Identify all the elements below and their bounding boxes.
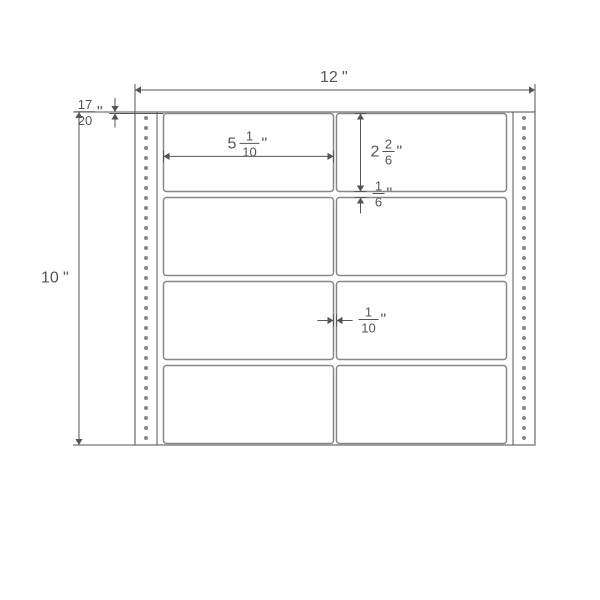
svg-text:": " <box>63 270 69 287</box>
svg-text:": " <box>262 135 268 152</box>
perf-dot <box>144 436 148 440</box>
svg-text:": " <box>342 69 348 86</box>
perf-dot <box>522 436 526 440</box>
perf-dot <box>522 176 526 180</box>
perf-dot <box>522 166 526 170</box>
perf-dot <box>522 286 526 290</box>
perf-dot <box>144 186 148 190</box>
svg-text:10: 10 <box>361 321 375 336</box>
label-cell <box>337 114 507 192</box>
perf-dot <box>522 136 526 140</box>
perf-dot <box>522 266 526 270</box>
perf-dot <box>522 256 526 260</box>
perf-dot <box>522 126 526 130</box>
perf-dot <box>144 256 148 260</box>
perf-dot <box>144 176 148 180</box>
perf-dot <box>144 416 148 420</box>
perf-dot <box>144 266 148 270</box>
svg-text:1: 1 <box>365 305 372 320</box>
svg-text:12: 12 <box>320 69 338 86</box>
perf-dot <box>522 296 526 300</box>
svg-text:1: 1 <box>246 128 253 143</box>
perf-dot <box>522 366 526 370</box>
perf-dot <box>144 366 148 370</box>
perf-dot <box>522 326 526 330</box>
perf-dot <box>144 376 148 380</box>
perf-dot <box>144 336 148 340</box>
perf-dot <box>522 406 526 410</box>
perf-dot <box>522 206 526 210</box>
svg-text:1: 1 <box>375 179 382 194</box>
perf-dot <box>144 146 148 150</box>
perf-dot <box>144 206 148 210</box>
perf-dot <box>144 316 148 320</box>
perf-dot <box>144 426 148 430</box>
svg-text:": " <box>397 144 403 161</box>
perf-dot <box>144 116 148 120</box>
svg-text:6: 6 <box>385 153 392 168</box>
perf-dot <box>522 376 526 380</box>
perf-dot <box>522 386 526 390</box>
perf-dot <box>144 226 148 230</box>
label-cell <box>337 198 507 276</box>
svg-text:10: 10 <box>41 270 59 287</box>
perf-dot <box>522 276 526 280</box>
perf-dot <box>522 356 526 360</box>
svg-text:10: 10 <box>242 144 256 159</box>
perf-dot <box>522 316 526 320</box>
perf-dot <box>144 286 148 290</box>
perf-dot <box>522 416 526 420</box>
perf-dot <box>522 146 526 150</box>
perf-dot <box>144 326 148 330</box>
perf-dot <box>522 216 526 220</box>
perf-dot <box>144 406 148 410</box>
perf-dot <box>522 306 526 310</box>
perf-dot <box>144 156 148 160</box>
perf-dot <box>522 346 526 350</box>
svg-text:": " <box>97 104 103 121</box>
label-sheet-diagram: 12"10"1720"5110"226"16"110" <box>0 0 600 600</box>
svg-text:2: 2 <box>371 144 380 161</box>
perf-dot <box>144 236 148 240</box>
svg-text:20: 20 <box>78 113 92 128</box>
perf-dot <box>144 246 148 250</box>
perf-dot <box>522 236 526 240</box>
perf-dot <box>144 396 148 400</box>
perf-dot <box>144 216 148 220</box>
perf-dot <box>144 306 148 310</box>
svg-text:": " <box>381 312 387 329</box>
perf-dot <box>522 226 526 230</box>
label-cell <box>337 366 507 444</box>
perf-dot <box>522 396 526 400</box>
label-cell <box>164 282 334 360</box>
svg-text:": " <box>387 186 393 203</box>
perf-dot <box>144 196 148 200</box>
perf-dot <box>522 336 526 340</box>
perf-dot <box>522 186 526 190</box>
perf-dot <box>144 356 148 360</box>
perf-dot <box>522 196 526 200</box>
perf-dot <box>522 156 526 160</box>
perf-dot <box>522 246 526 250</box>
svg-text:5: 5 <box>228 135 237 152</box>
perf-dot <box>144 276 148 280</box>
svg-text:6: 6 <box>375 195 382 210</box>
svg-text:17: 17 <box>78 97 92 112</box>
label-cell <box>164 366 334 444</box>
perf-dot <box>144 346 148 350</box>
perf-dot <box>144 296 148 300</box>
perf-dot <box>144 386 148 390</box>
perf-dot <box>522 426 526 430</box>
label-cell <box>164 198 334 276</box>
perf-dot <box>144 126 148 130</box>
perf-dot <box>144 166 148 170</box>
perf-dot <box>144 136 148 140</box>
svg-text:2: 2 <box>385 137 392 152</box>
perf-dot <box>522 116 526 120</box>
